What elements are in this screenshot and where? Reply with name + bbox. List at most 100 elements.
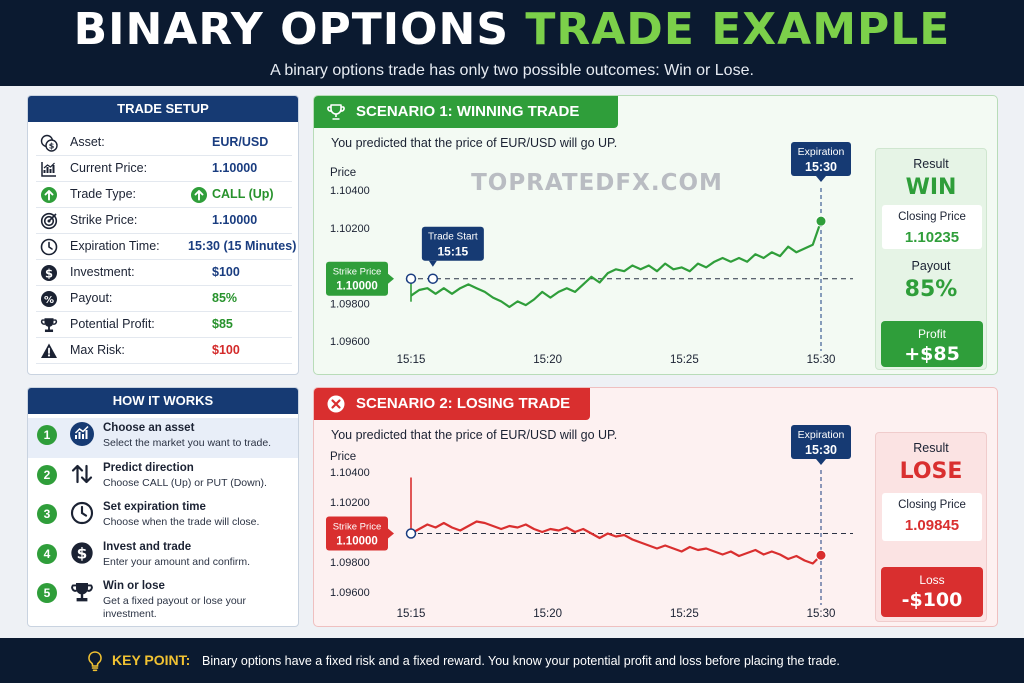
closing-price-box: Closing Price 1.10235 xyxy=(882,205,982,249)
setup-row-value: 15:30 (15 Minutes) xyxy=(188,239,297,253)
step-item: 1 Choose an asset Select the market you … xyxy=(28,418,298,458)
step-item: 5 Win or lose Get a fixed payout or lose… xyxy=(28,576,298,620)
winning-trade-chart: TOPRATEDFX.COM Price 1.10400 1.10200 1.10000… xyxy=(326,142,853,366)
closing-price-value: 1.10235 xyxy=(904,229,960,246)
y-axis-label: Price xyxy=(330,451,356,463)
setup-row-label: Max Risk: xyxy=(70,343,125,357)
setup-row: Trade Type: CALL (Up) xyxy=(36,182,292,208)
scenario-2-tab: SCENARIO 2: LOSING TRADE xyxy=(314,388,590,420)
strike-start-marker xyxy=(405,528,417,539)
x-tick-label: 15:25 xyxy=(670,354,699,366)
payout-label: Payout xyxy=(911,259,951,273)
setup-row: $ Asset: EUR/USD xyxy=(36,130,292,156)
scenario-1-tab-label: SCENARIO 1: WINNING TRADE xyxy=(356,103,580,120)
setup-row: $ Investment: $100 xyxy=(36,260,292,286)
scenario-2-tab-label: SCENARIO 2: LOSING TRADE xyxy=(356,395,571,412)
step-description: Choose CALL (Up) or PUT (Down). xyxy=(103,476,267,489)
svg-text:$: $ xyxy=(49,142,55,151)
clock-icon xyxy=(40,238,58,256)
setup-row-value: 85% xyxy=(212,291,238,305)
step-number: 3 xyxy=(37,504,57,524)
trade-start-box xyxy=(421,226,484,261)
strike-price-value-text: 1.10000 xyxy=(336,536,378,548)
setup-row: Max Risk: $100 xyxy=(36,338,292,364)
setup-row-value: CALL (Up) xyxy=(212,187,274,201)
setup-row: Potential Profit: $85 xyxy=(36,312,292,338)
result-label: Result xyxy=(913,441,949,455)
loss-value: -$100 xyxy=(901,589,963,611)
closing-price-label: Closing Price xyxy=(898,499,966,511)
chart-circle-icon xyxy=(69,421,95,447)
strike-price-label-text: Strike Price xyxy=(333,522,382,533)
setup-row-label: Asset: xyxy=(70,135,105,149)
step-title: Choose an asset xyxy=(103,422,195,434)
setup-row-value: $85 xyxy=(212,317,233,331)
trophy-icon xyxy=(40,316,58,334)
setup-row-value: EUR/USD xyxy=(212,135,269,149)
profit-box: Profit +$85 xyxy=(881,321,983,367)
setup-row-value: $100 xyxy=(212,265,240,279)
step-description: Get a fixed payout or lose your investme… xyxy=(103,595,246,620)
setup-row-label: Payout: xyxy=(70,291,113,305)
currency-exchange-icon: $ xyxy=(40,134,58,152)
strike-price-label: Strike Price 1.10000 xyxy=(326,516,394,551)
page-subtitle: A binary options trade has only two poss… xyxy=(270,62,754,79)
strike-price-label: Strike Price 1.10000 xyxy=(326,261,394,296)
closing-price-box: Closing Price 1.09845 xyxy=(882,493,982,541)
arrow-up-circle-icon xyxy=(40,186,58,204)
key-point-text: Binary options have a fixed risk and a f… xyxy=(202,654,840,668)
scenario-2-prediction: You predicted that the price of EUR/USD … xyxy=(331,428,618,442)
trophy-icon xyxy=(69,579,95,605)
y-tick-label: 1.09600 xyxy=(330,587,370,599)
x-tick-label: 15:15 xyxy=(397,608,426,620)
expiration-box xyxy=(791,425,851,459)
strike-price-box xyxy=(326,516,388,551)
y-tick-label: 1.09600 xyxy=(330,336,370,348)
step-title: Predict direction xyxy=(103,461,194,474)
setup-row: Expiration Time: 15:30 (15 Minutes) xyxy=(36,234,296,260)
trade-start-pointer xyxy=(428,260,437,267)
x-tick-label: 15:30 xyxy=(807,608,836,620)
y-tick-label: 1.09800 xyxy=(330,557,370,569)
loss-label: Loss xyxy=(919,573,945,587)
header: BINARY OPTIONS TRADE EXAMPLE A binary op… xyxy=(0,0,1024,86)
trade-start-label-text: Trade Start xyxy=(428,232,478,243)
lose-result-box: Result LOSE Closing Price 1.09845 Loss -… xyxy=(875,432,987,622)
svg-text:$: $ xyxy=(77,544,88,562)
step-description: Select the market you want to trade. xyxy=(103,437,272,449)
x-tick-label: 15:20 xyxy=(533,354,562,366)
strike-price-pointer xyxy=(388,528,394,539)
x-tick-label: 15:25 xyxy=(670,608,699,620)
profit-value: +$85 xyxy=(904,343,960,365)
expiration-pointer xyxy=(816,176,826,182)
profit-label: Profit xyxy=(917,327,946,341)
trade-start-time-text: 15:15 xyxy=(438,245,469,259)
result-value: WIN xyxy=(905,175,957,200)
expiration-label: Expiration 15:30 xyxy=(791,425,851,465)
step-title: Set expiration time xyxy=(103,501,206,513)
trade-setup-title: TRADE SETUP xyxy=(28,96,298,122)
result-label: Result xyxy=(913,157,949,171)
closing-price-label: Closing Price xyxy=(898,211,966,223)
price-series-line xyxy=(410,220,823,309)
trade-start-marker xyxy=(427,273,439,284)
loss-box: Loss -$100 xyxy=(881,567,983,617)
title-part-1: BINARY OPTIONS xyxy=(73,4,510,55)
x-tick-label: 15:30 xyxy=(807,354,836,366)
percent-icon: % xyxy=(40,290,58,308)
page-title: BINARY OPTIONS TRADE EXAMPLE xyxy=(0,4,1024,55)
strike-price-value-text: 1.10000 xyxy=(336,281,378,293)
target-icon xyxy=(40,212,58,230)
win-result-box: Result WIN Closing Price 1.10235 Payout … xyxy=(875,148,987,370)
setup-row-label: Expiration Time: xyxy=(70,239,160,253)
expiration-time-text: 15:30 xyxy=(805,443,837,457)
price-series-line xyxy=(410,520,822,565)
clock-icon xyxy=(69,500,95,526)
scenario-1-panel: TOPRATEDFX.COM Price 1.10400 1.10200 1.10000… xyxy=(313,95,998,375)
y-tick-label: 1.10200 xyxy=(330,223,370,235)
up-down-arrows-icon xyxy=(69,461,95,487)
step-item: 2 Predict direction Choose CALL (Up) or … xyxy=(28,458,298,498)
setup-row-value: 1.10000 xyxy=(212,213,258,227)
y-tick-label: 1.10400 xyxy=(330,185,370,197)
y-tick-label: 1.10400 xyxy=(330,467,370,479)
